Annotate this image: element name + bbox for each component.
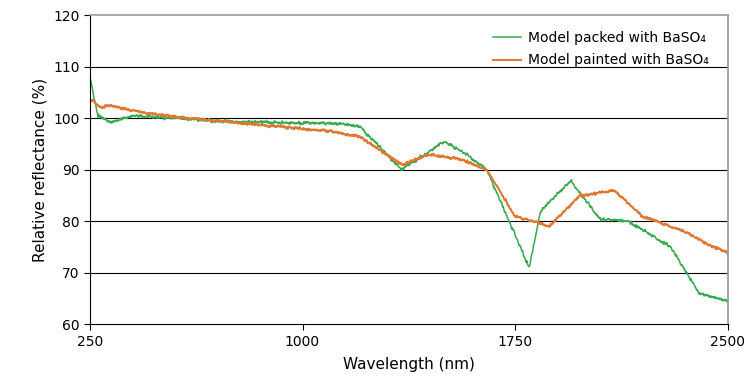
- Model packed with BaSO₄: [722, 300, 731, 304]
- Model packed with BaSO₄: [545, 200, 554, 205]
- Model painted with BaSO₄: [448, 155, 458, 159]
- Model painted with BaSO₄: [396, 161, 405, 166]
- Model painted with BaSO₄: [723, 251, 732, 256]
- Model painted with BaSO₄: [634, 210, 644, 214]
- Model painted with BaSO₄: [86, 98, 94, 102]
- Model painted with BaSO₄: [620, 197, 628, 201]
- Y-axis label: Relative reflectance (%): Relative reflectance (%): [32, 78, 47, 262]
- Legend: Model packed with BaSO₄, Model painted with BaSO₄: Model packed with BaSO₄, Model painted w…: [488, 25, 714, 73]
- Model painted with BaSO₄: [635, 211, 644, 216]
- Model painted with BaSO₄: [545, 224, 554, 229]
- Model packed with BaSO₄: [634, 225, 644, 230]
- Model painted with BaSO₄: [88, 98, 98, 102]
- Line: Model packed with BaSO₄: Model packed with BaSO₄: [90, 77, 728, 302]
- Model packed with BaSO₄: [448, 144, 458, 149]
- Line: Model painted with BaSO₄: Model painted with BaSO₄: [90, 100, 728, 254]
- Model packed with BaSO₄: [395, 166, 404, 170]
- Model packed with BaSO₄: [620, 219, 628, 224]
- Model packed with BaSO₄: [723, 298, 732, 303]
- Model packed with BaSO₄: [634, 225, 643, 229]
- X-axis label: Wavelength (nm): Wavelength (nm): [343, 357, 475, 372]
- Model packed with BaSO₄: [86, 74, 94, 79]
